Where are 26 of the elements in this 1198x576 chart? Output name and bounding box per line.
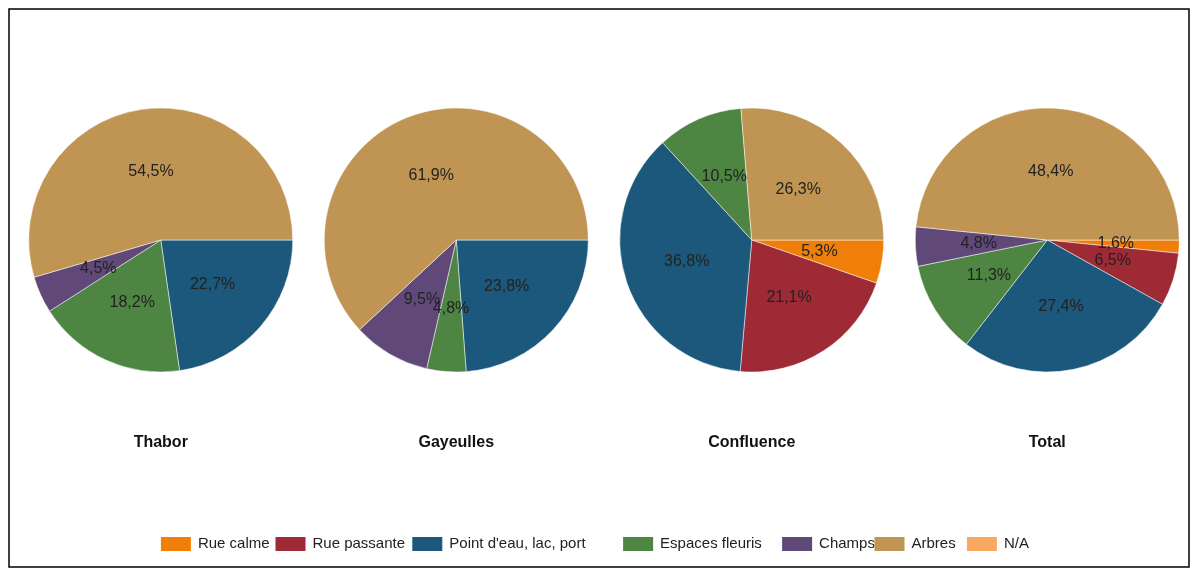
data-label: 21,1% [766, 287, 812, 305]
data-label: 22,7% [189, 275, 236, 293]
legend-label: Rue passante [312, 533, 406, 551]
text: Thabor [133, 433, 188, 450]
text: Confluence [708, 433, 796, 450]
legend-label: Rue calme [197, 533, 270, 551]
text: Gayeulles [418, 433, 495, 450]
legend-label: Arbres [911, 533, 956, 551]
data-label: 48,4% [1028, 161, 1074, 179]
legend-label: Champs [819, 533, 875, 551]
data-label: 54,5% [128, 162, 174, 180]
data-label: 5,3% [801, 241, 838, 259]
legend-label: Espaces fleuris [660, 533, 762, 551]
data-label: 18,2% [109, 292, 155, 310]
data-label: 4,8% [960, 233, 997, 251]
data-label: 26,3% [775, 179, 821, 197]
data-label: 61,9% [408, 166, 454, 184]
data-label: 11,3% [966, 266, 1012, 284]
legend-label: Point d'eau, lac, port [449, 533, 587, 551]
legend-label: N/A [1003, 533, 1029, 551]
data-label: 6,5% [1094, 250, 1131, 268]
data-label: 27,4% [1038, 297, 1084, 315]
data-label: 4,5% [80, 258, 117, 276]
data-label: 36,8% [664, 252, 710, 270]
data-label: 23,8% [483, 276, 530, 294]
text: Total [1028, 433, 1066, 450]
